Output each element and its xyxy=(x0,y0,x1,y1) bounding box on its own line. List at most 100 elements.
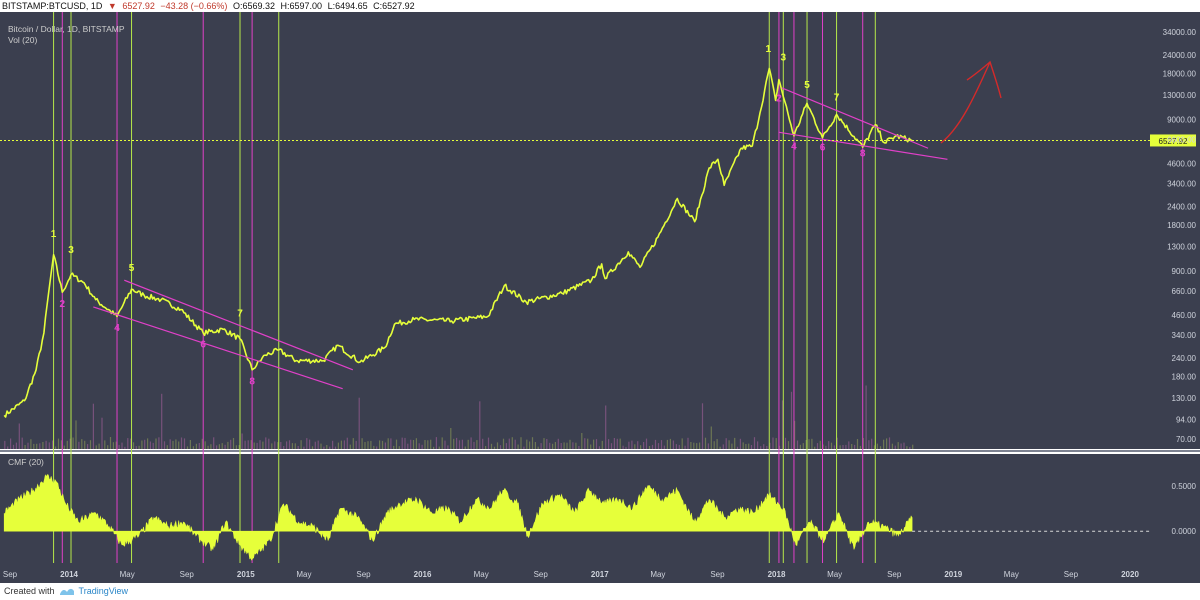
volume-bar xyxy=(227,441,229,449)
volume-bar xyxy=(109,437,112,449)
time-tick-label: Sep xyxy=(534,570,549,579)
volume-bar xyxy=(476,440,478,449)
volume-bar xyxy=(859,445,861,449)
volume-bar xyxy=(696,443,698,449)
cmf-label[interactable]: CMF (20) xyxy=(8,457,44,467)
volume-bar xyxy=(482,438,484,449)
cmf-axis[interactable]: 0.5000 0.0000 xyxy=(1172,482,1197,536)
volume-bar xyxy=(894,445,896,449)
volume-label[interactable]: Vol (20) xyxy=(8,35,38,45)
volume-bar xyxy=(781,400,784,449)
volume-bar xyxy=(663,445,665,449)
symbol-label[interactable]: BITSTAMP:BTCUSD, 1D xyxy=(2,1,103,11)
volume-bar xyxy=(728,440,730,449)
tradingview-brand[interactable]: TradingView xyxy=(78,586,129,596)
price-tick-label: 24000.00 xyxy=(1163,51,1197,60)
volume-bar xyxy=(189,440,191,449)
volume-bar xyxy=(180,437,183,449)
volume-bar xyxy=(734,437,736,449)
volume-bar xyxy=(473,441,475,449)
volume-bar xyxy=(514,439,516,449)
volume-bar xyxy=(238,445,240,449)
volume-bar xyxy=(210,444,212,449)
volume-bar xyxy=(619,438,621,449)
volume-bar xyxy=(104,440,106,449)
volume-bar xyxy=(713,441,715,449)
volume-bar xyxy=(87,444,89,449)
volume-bar xyxy=(130,438,132,449)
volume-bar xyxy=(523,446,525,449)
volume-bar xyxy=(499,445,502,449)
btc-price-line[interactable] xyxy=(3,67,913,418)
volume-bar xyxy=(198,443,200,449)
volume-bar xyxy=(370,440,372,449)
volume-bar xyxy=(390,438,392,449)
wave-label: 7 xyxy=(834,92,840,103)
trend-line[interactable] xyxy=(781,87,929,149)
price-tick-label: 1300.00 xyxy=(1167,243,1196,252)
cmf-area[interactable] xyxy=(3,474,913,561)
current-price-line: 6527.92 xyxy=(0,134,1196,147)
volume-bar xyxy=(294,443,296,449)
volume-bar xyxy=(337,442,339,449)
volume-bar xyxy=(265,437,267,449)
volume-bar xyxy=(410,439,412,449)
volume-bar xyxy=(415,438,417,449)
volume-bar xyxy=(253,442,255,449)
cmf-axis-background xyxy=(1150,454,1200,563)
volume-bar xyxy=(634,444,636,449)
volume-bar xyxy=(598,446,600,449)
volume-bar xyxy=(865,385,867,449)
volume-bar xyxy=(149,441,151,449)
volume-bar xyxy=(906,446,908,449)
forecast-arrow-head xyxy=(966,60,1002,99)
volume-bar xyxy=(868,440,870,449)
volume-bar xyxy=(256,442,258,449)
volume-bar xyxy=(367,441,369,449)
volume-bar xyxy=(381,440,384,449)
price-tick-label: 660.00 xyxy=(1172,287,1197,296)
trend-line[interactable] xyxy=(124,279,354,371)
wave-label: 4 xyxy=(114,323,120,334)
price-tick-label: 130.00 xyxy=(1172,394,1197,403)
volume-bar xyxy=(33,443,35,449)
volume-bar xyxy=(186,446,189,449)
volume-bar xyxy=(485,446,487,449)
volume-bar xyxy=(719,446,721,449)
wave-label: 5 xyxy=(129,263,135,274)
time-tick-label: 2019 xyxy=(944,570,962,579)
volume-bar xyxy=(355,440,357,449)
volume-bar xyxy=(722,444,724,449)
trend-line[interactable] xyxy=(778,131,948,160)
price-axis[interactable]: 70.00 94.00 130.00 180.00 240.00 340.00 460.00… xyxy=(1163,28,1197,444)
volume-bar xyxy=(115,441,117,449)
volume-bar xyxy=(508,438,510,449)
volume-bar xyxy=(323,446,325,449)
time-tick-label: 2017 xyxy=(591,570,609,579)
time-axis[interactable]: Sep 2014 May Sep 2015 May Sep 2016 May Sep 2017 May… xyxy=(3,570,1140,579)
volume-bar xyxy=(404,437,406,449)
volume-bar xyxy=(578,446,580,449)
volume-bar xyxy=(311,446,314,449)
volume-bar xyxy=(346,437,348,449)
chart-title: Bitcoin / Dollar, 1D, BITSTAMP xyxy=(8,24,125,34)
volume-bar xyxy=(731,443,733,449)
volume-bar xyxy=(84,440,86,449)
volume-bar xyxy=(584,438,586,449)
volume-bar xyxy=(358,397,360,449)
volume-bar xyxy=(398,446,400,449)
volume-bar xyxy=(794,420,796,449)
volume-bar xyxy=(560,443,562,449)
volume-bar xyxy=(819,440,821,449)
volume-bar xyxy=(300,440,302,449)
volume-bar xyxy=(748,443,750,449)
volume-bar xyxy=(268,438,270,449)
volume-bar xyxy=(745,444,747,449)
volume-bar xyxy=(118,444,120,449)
volume-bar xyxy=(836,437,838,449)
volume-bar xyxy=(230,439,232,449)
trend-line[interactable] xyxy=(93,306,343,390)
price-series xyxy=(3,67,913,418)
volume-bar xyxy=(876,443,878,449)
